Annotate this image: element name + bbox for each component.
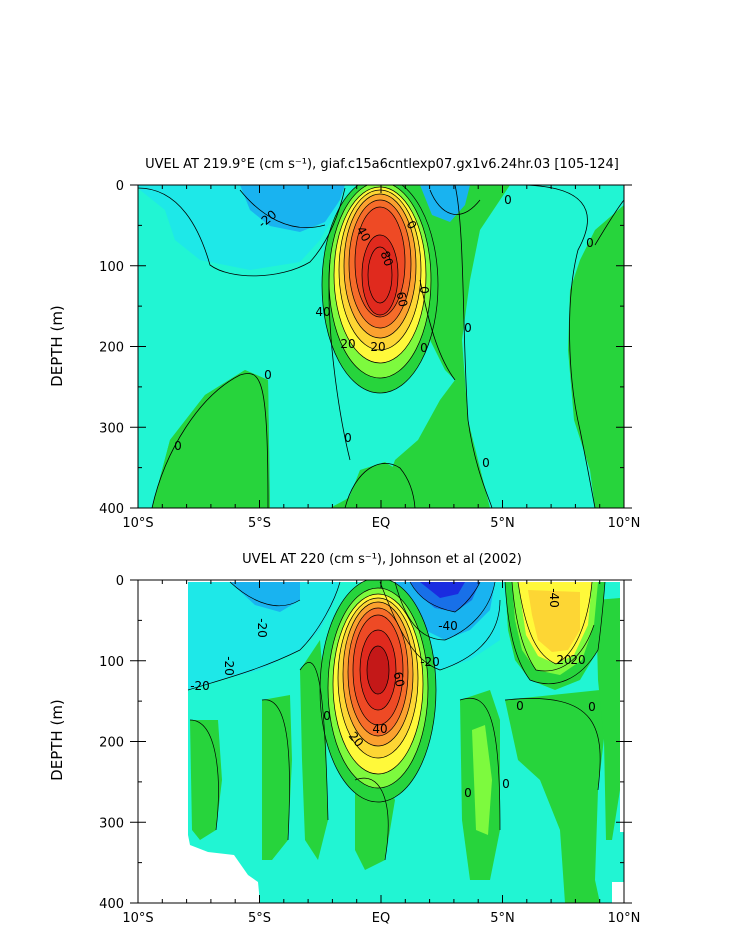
x-tick-label: 5°S (248, 516, 271, 531)
contour-label: 0 (502, 777, 510, 791)
contour-label: -40 (438, 619, 458, 633)
contour-label: -20 (222, 656, 236, 676)
contour-label: 0 (464, 321, 472, 335)
contour-label: 0 (344, 431, 352, 445)
panel-1: UVEL AT 219.9°E (cm s⁻¹), giaf.c15a6cntl… (48, 157, 640, 531)
contour-label: 0 (586, 236, 594, 250)
contour-label: 0 (504, 193, 512, 207)
x-tick-label: 10°N (608, 516, 641, 531)
y-tick-label: 300 (99, 816, 124, 831)
y-tick-label: 0 (116, 179, 124, 194)
contour-label: 0 (464, 786, 472, 800)
y-tick-label: 300 (99, 421, 124, 436)
contour-label: 0 (174, 439, 182, 453)
y-tick-label: 200 (99, 736, 124, 751)
contour-label: 0 (482, 456, 490, 470)
panel-1-ylabel: DEPTH (m) (48, 305, 66, 387)
contour-label: 0 (417, 286, 431, 294)
contour-label: 0 (588, 700, 596, 714)
contour-label: 0 (264, 368, 272, 382)
contour-label: 20 (570, 653, 585, 667)
contour-label: 60 (391, 671, 407, 688)
panel-1-title: UVEL AT 219.9°E (cm s⁻¹), giaf.c15a6cntl… (145, 157, 619, 172)
contour-label: 0 (323, 709, 331, 723)
contour-label: 20 (340, 337, 355, 351)
panel-2-jet-core (320, 580, 436, 802)
contour-label: 40 (354, 224, 374, 244)
panel-1-contour-fill (138, 185, 624, 508)
y-tick-label: 200 (99, 341, 124, 356)
contour-label: 40 (315, 305, 330, 319)
contour-label: 80 (378, 249, 396, 268)
panel-2-title: UVEL AT 220 (cm s⁻¹), Johnson et al (200… (242, 552, 522, 567)
x-tick-label: 10°N (608, 911, 641, 926)
y-tick-label: 400 (99, 897, 124, 912)
contour-label: 0 (516, 699, 524, 713)
y-tick-label: 100 (99, 260, 124, 275)
contour-label: -40 (547, 588, 561, 608)
x-tick-label: 10°S (122, 911, 153, 926)
panel-2: UVEL AT 220 (cm s⁻¹), Johnson et al (200… (48, 552, 640, 926)
panel-2-ylabel: DEPTH (m) (48, 699, 66, 781)
y-tick-label: 400 (99, 502, 124, 517)
x-tick-label: EQ (372, 516, 390, 531)
contour-label: -20 (190, 679, 210, 693)
contour-label: -20 (420, 655, 440, 669)
y-tick-label: 100 (99, 655, 124, 670)
y-tick-label: 0 (116, 574, 124, 589)
panel-2-contour-fill (138, 580, 624, 903)
x-tick-label: 5°S (248, 911, 271, 926)
panel-1-jet-core (322, 185, 438, 393)
contour-label: 0 (420, 341, 428, 355)
x-tick-label: 5°N (490, 516, 515, 531)
contour-label: 20 (370, 340, 385, 354)
contour-label: 20 (556, 653, 571, 667)
x-tick-label: EQ (372, 911, 390, 926)
x-tick-label: 10°S (122, 516, 153, 531)
contour-label: 40 (372, 722, 387, 736)
contour-label: -20 (255, 618, 269, 638)
contour-label: 60 (394, 291, 410, 308)
x-tick-label: 5°N (490, 911, 515, 926)
